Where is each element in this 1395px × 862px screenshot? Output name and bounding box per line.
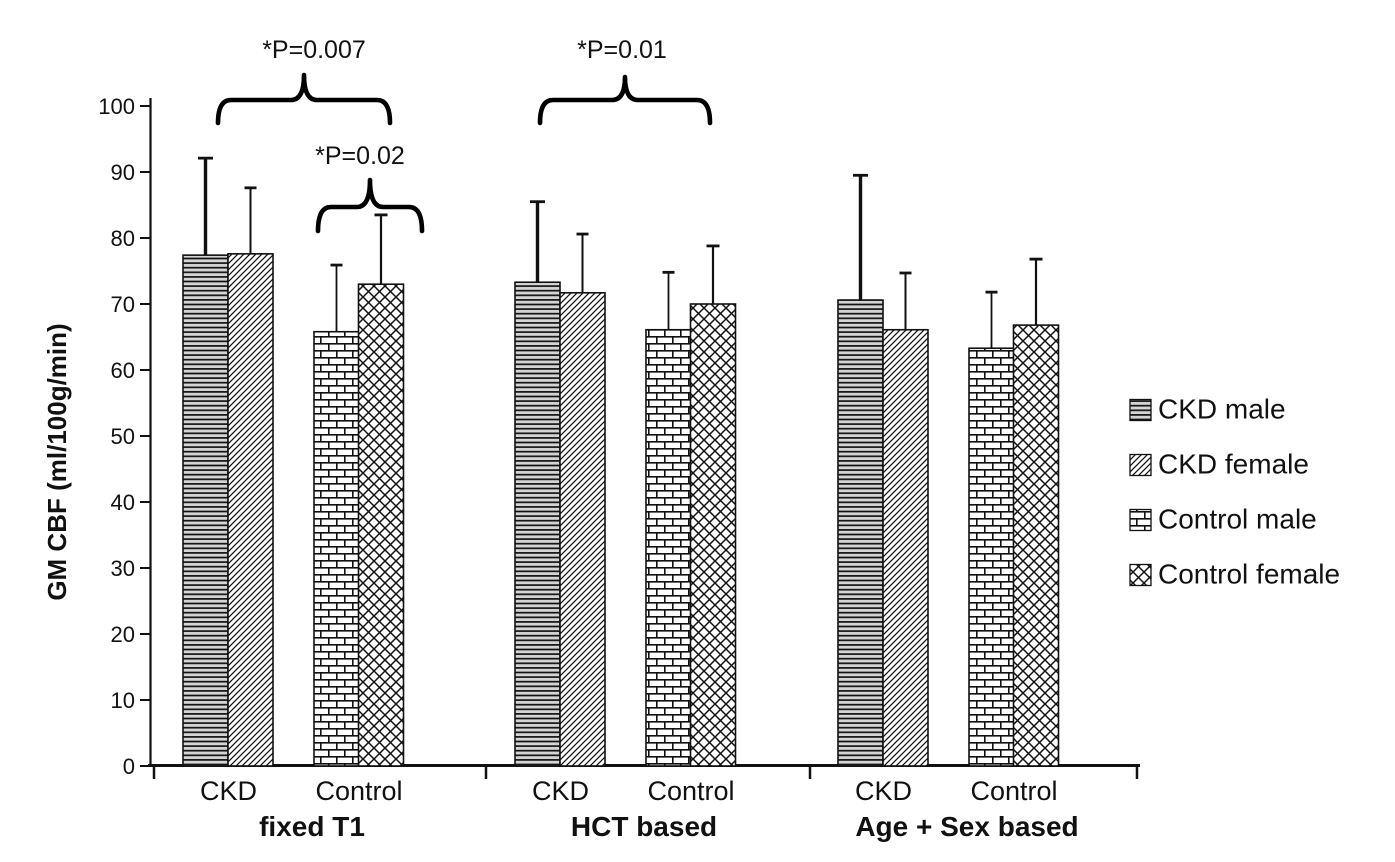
legend-label-ckd-male: CKD male — [1158, 394, 1286, 425]
y-tick-label: 10 — [111, 688, 135, 713]
p-value-label: *P=0.007 — [262, 36, 366, 64]
subgroup-label: CKD — [532, 776, 589, 806]
y-tick-label: 0 — [123, 754, 135, 779]
group-label: HCT based — [571, 811, 717, 842]
bar-control-female-group3 — [1012, 324, 1060, 767]
legend-swatch-control-male — [1129, 508, 1152, 532]
y-tick-label: 40 — [111, 490, 135, 515]
y-tick-label: 30 — [111, 556, 135, 581]
bar-ckd-male-group2 — [514, 281, 561, 767]
bar-control-male-group2 — [645, 328, 692, 767]
subgroup-label: Control — [647, 776, 734, 806]
bar-control-female-group1 — [357, 283, 405, 767]
significance-brace — [315, 177, 425, 234]
y-tick-label: 60 — [111, 358, 135, 383]
bar-ckd-female-group2 — [559, 291, 606, 767]
bar-ckd-female-group1 — [227, 253, 274, 767]
legend-swatch-ckd-female — [1129, 453, 1152, 477]
legend-swatch-ckd-male — [1129, 398, 1152, 422]
subgroup-label: CKD — [855, 776, 912, 806]
y-tick-label: 20 — [111, 622, 135, 647]
group-label: Age + Sex based — [855, 811, 1078, 842]
subgroup-label: Control — [315, 776, 402, 806]
group-label: fixed T1 — [259, 811, 365, 842]
legend-swatch-control-female — [1129, 563, 1152, 587]
bar-ckd-female-group3 — [882, 328, 929, 767]
significance-brace — [215, 72, 393, 126]
legend-label-control-male: Control male — [1158, 504, 1317, 535]
significance-brace — [537, 74, 713, 126]
y-tick-label: 90 — [111, 160, 135, 185]
bar-ckd-male-group1 — [182, 254, 229, 767]
legend-label-ckd-female: CKD female — [1158, 449, 1309, 480]
p-value-label: *P=0.01 — [577, 36, 667, 64]
subgroup-label: Control — [970, 776, 1057, 806]
y-axis-title: GM CBF (ml/100g/min) — [42, 323, 72, 600]
bar-control-male-group1 — [313, 330, 360, 767]
bar-ckd-male-group3 — [837, 299, 884, 767]
y-tick-label: 50 — [111, 424, 135, 449]
p-value-label: *P=0.02 — [315, 142, 405, 170]
bar-control-male-group3 — [968, 347, 1015, 767]
legend-label-control-female: Control female — [1158, 559, 1340, 590]
y-tick-label: 80 — [111, 226, 135, 251]
y-tick-label: 100 — [98, 94, 135, 119]
bar-control-female-group2 — [689, 303, 737, 767]
y-tick-label: 70 — [111, 292, 135, 317]
subgroup-label: CKD — [200, 776, 257, 806]
